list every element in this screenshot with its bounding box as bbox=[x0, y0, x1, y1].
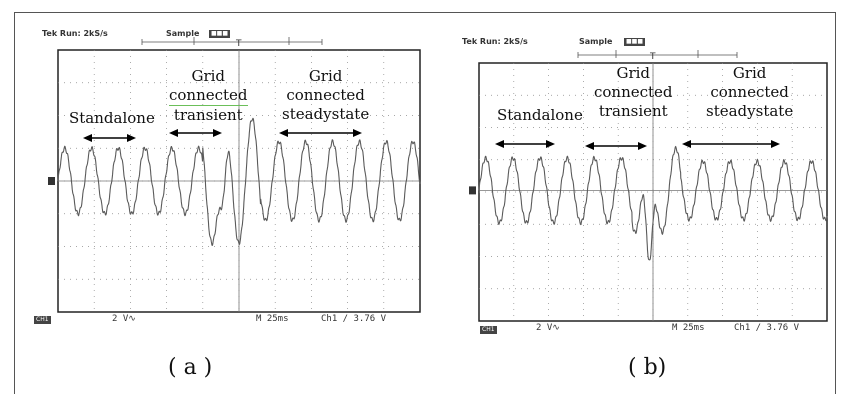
waveform-trace bbox=[57, 117, 421, 246]
scope-b-ch1-badge: CH1 bbox=[480, 326, 497, 334]
caption-b: ( b) bbox=[628, 355, 667, 380]
arrow-transient-head-right bbox=[213, 129, 222, 137]
arrow-steadystate-head-right bbox=[353, 129, 362, 137]
arrow-steadystate-head-left bbox=[279, 129, 288, 137]
ground-marker bbox=[469, 186, 476, 195]
scope-a-annotation-steadystate: Grid connected steadystate bbox=[282, 67, 370, 123]
scope-b-annotation-transient: Grid connected transient bbox=[594, 64, 673, 120]
scope-b-stop-badge: ■■■ bbox=[624, 38, 646, 46]
scope-b-annotation-standalone: Standalone bbox=[497, 106, 583, 124]
figure-frame bbox=[14, 12, 836, 394]
scope-b-mode-label: Sample bbox=[579, 37, 613, 46]
ground-marker bbox=[48, 177, 55, 185]
arrow-transient-head-left bbox=[169, 129, 178, 137]
scope-a-ch1-badge: CH1 bbox=[34, 316, 51, 324]
scope-b-timebase: M 25ms bbox=[672, 323, 705, 333]
scope-a-trigger: Ch1 ∕ 3.76 V bbox=[321, 314, 387, 324]
scope-a-annotation-standalone: Standalone bbox=[69, 109, 155, 127]
scope-b-volts-div: 2 V∿ bbox=[536, 323, 560, 333]
scope-a-annotation-transient: Grid connected transient bbox=[169, 67, 248, 124]
scope-a: Tek Run: 2kS/s Sample ■■■ T Standalone G… bbox=[26, 20, 432, 332]
arrow-steadystate-head-left bbox=[682, 140, 691, 148]
scope-b-run-label: Tek Run: 2kS/s bbox=[462, 37, 528, 46]
arrow-standalone-head-left bbox=[495, 140, 504, 148]
scope-b: Tek Run: 2kS/s Sample ■■■ T Standalone G… bbox=[454, 20, 835, 338]
scope-a-timebase: M 25ms bbox=[256, 314, 289, 324]
arrow-standalone-head-right bbox=[127, 134, 136, 142]
scope-b-trigger: Ch1 ∕ 3.76 V bbox=[734, 323, 800, 333]
arrow-transient-head-left bbox=[585, 142, 594, 150]
caption-a: ( a ) bbox=[168, 355, 213, 380]
trigger-marker: T bbox=[235, 39, 242, 49]
scope-a-run-label: Tek Run: 2kS/s bbox=[42, 29, 108, 38]
scope-a-stop-badge: ■■■ bbox=[209, 30, 231, 38]
waveform-trace bbox=[478, 145, 828, 261]
scope-a-volts-div: 2 V∿ bbox=[112, 314, 136, 324]
scope-b-annotation-steadystate: Grid connected steadystate bbox=[706, 64, 794, 120]
trigger-marker: T bbox=[649, 52, 656, 62]
scope-a-plot: T bbox=[48, 37, 421, 313]
scope-b-plot: T bbox=[469, 50, 828, 322]
arrow-standalone-head-right bbox=[546, 140, 555, 148]
arrow-steadystate-head-right bbox=[771, 140, 780, 148]
arrow-standalone-head-left bbox=[83, 134, 92, 142]
scope-a-mode-label: Sample bbox=[166, 29, 200, 38]
arrow-transient-head-right bbox=[638, 142, 647, 150]
